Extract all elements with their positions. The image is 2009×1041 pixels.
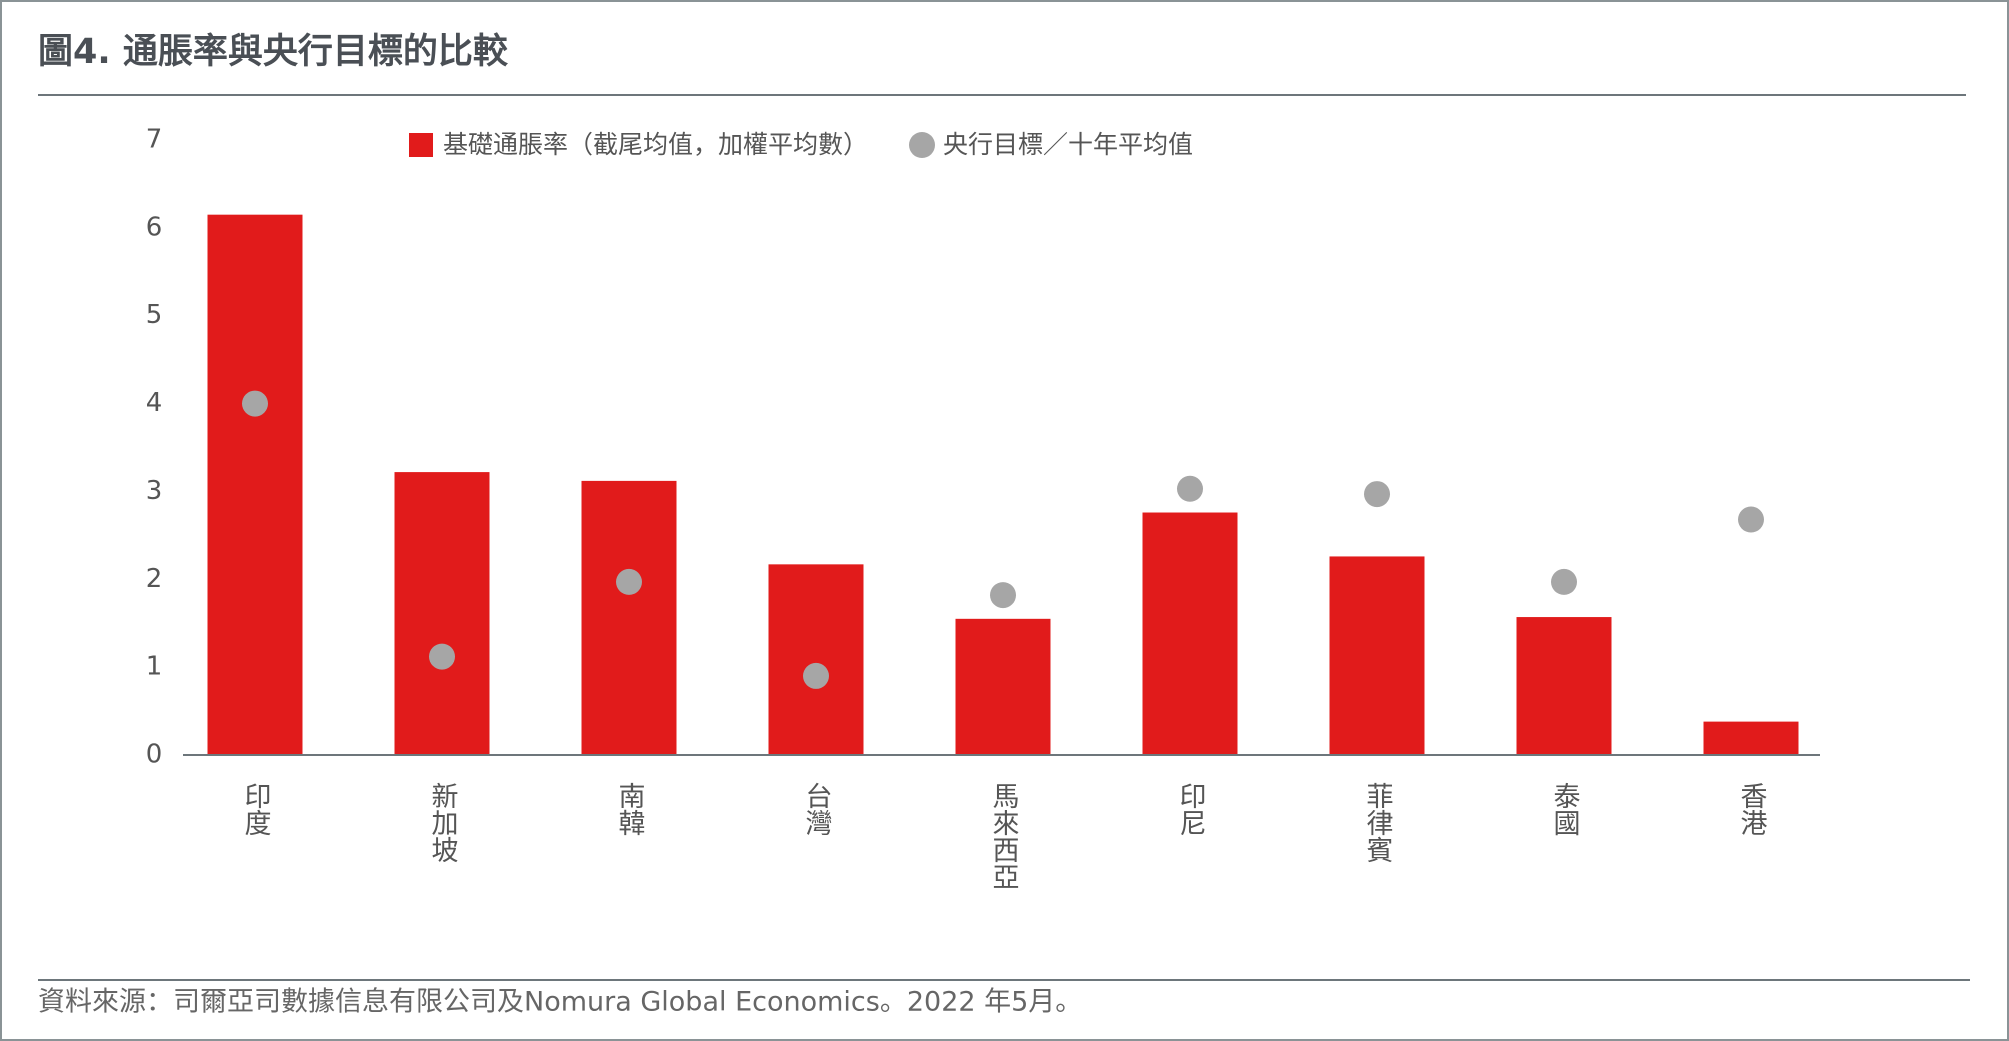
x-tick-label: 泰國 <box>1549 782 1580 836</box>
bar <box>207 214 303 755</box>
dot <box>429 643 455 670</box>
x-tick-label: 南韓 <box>614 782 645 836</box>
x-tick-label: 香港 <box>1736 782 1768 836</box>
x-tick-label: 台灣 <box>801 782 833 836</box>
dot <box>616 568 642 595</box>
source-note: 資料來源：司爾亞司數據信息有限公司及Nomura Global Economic… <box>38 987 1082 1018</box>
x-tick-label: 菲律賓 <box>1362 782 1394 863</box>
legend-swatch <box>909 132 935 158</box>
x-tick-label: 新加坡 <box>427 782 459 863</box>
dot <box>242 390 268 417</box>
chart-title: 圖4. 通脹率與央行目標的比較 <box>38 32 509 72</box>
bar <box>1329 556 1425 755</box>
y-tick-label: 0 <box>146 740 163 770</box>
y-tick-label: 1 <box>146 652 163 682</box>
y-tick-label: 5 <box>146 300 163 330</box>
dot <box>1738 506 1764 533</box>
dot <box>1364 481 1390 508</box>
bar <box>581 480 677 755</box>
dot <box>1177 475 1203 502</box>
x-tick-label: 印度 <box>240 782 272 836</box>
legend-swatch <box>409 133 433 157</box>
dot <box>1551 568 1577 595</box>
x-tick-label: 馬來西亞 <box>988 782 1020 890</box>
y-tick-label: 4 <box>146 388 163 418</box>
bar <box>1703 721 1799 755</box>
bar <box>768 564 864 755</box>
y-tick-label: 2 <box>146 564 163 594</box>
legend-label: 基礎通脹率（截尾均值，加權平均數） <box>443 130 868 159</box>
dot <box>803 662 829 689</box>
bar <box>394 472 490 755</box>
bar <box>955 618 1051 755</box>
y-tick-label: 3 <box>146 476 163 506</box>
dot <box>990 582 1016 609</box>
x-tick-label: 印尼 <box>1175 782 1206 836</box>
bar <box>1142 512 1238 755</box>
y-tick-label: 6 <box>146 212 163 242</box>
y-tick-label: 7 <box>146 125 163 155</box>
legend-label: 央行目標／十年平均值 <box>943 130 1193 159</box>
bar <box>1516 617 1612 755</box>
